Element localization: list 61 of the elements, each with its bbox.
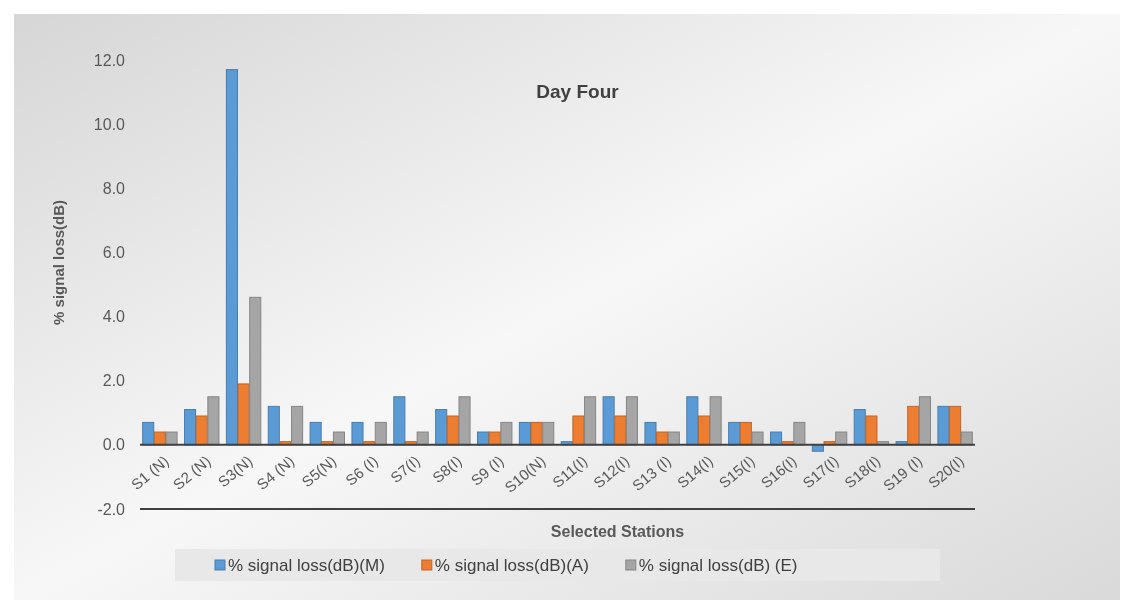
bar bbox=[309, 421, 322, 446]
bar bbox=[237, 383, 250, 446]
bar bbox=[291, 405, 304, 446]
bar bbox=[165, 431, 178, 446]
y-axis-title: % signal loss(dB) bbox=[50, 199, 67, 325]
bar bbox=[656, 431, 669, 446]
bar bbox=[416, 431, 429, 446]
bar bbox=[602, 396, 615, 446]
bar bbox=[458, 396, 471, 446]
bar bbox=[477, 431, 490, 446]
bar bbox=[667, 431, 680, 446]
y-tick-label: 10.0 bbox=[93, 115, 126, 133]
bar bbox=[686, 396, 699, 446]
bar bbox=[625, 396, 638, 446]
bar bbox=[374, 421, 387, 446]
bar bbox=[960, 431, 973, 446]
bar bbox=[184, 409, 197, 446]
y-tick-label: -2.0 bbox=[97, 500, 126, 518]
x-tick-label: S6 (I) bbox=[342, 452, 382, 489]
bar bbox=[332, 431, 345, 446]
bar bbox=[770, 431, 783, 446]
x-tick-label: S1 (N) bbox=[127, 452, 172, 494]
bar bbox=[584, 396, 597, 446]
bar bbox=[751, 431, 764, 446]
bar bbox=[351, 421, 364, 446]
y-tick-label: 4.0 bbox=[102, 308, 126, 326]
y-tick-label: 8.0 bbox=[102, 179, 126, 197]
bar bbox=[530, 421, 543, 446]
legend-label: % signal loss(dB)(A) bbox=[434, 556, 589, 575]
x-tick-label: S4 (N) bbox=[253, 452, 298, 494]
bar bbox=[709, 396, 722, 446]
bar bbox=[267, 405, 280, 446]
bar bbox=[207, 396, 220, 446]
bar bbox=[949, 405, 962, 446]
y-tick-label: 2.0 bbox=[102, 372, 126, 390]
legend-label: % signal loss(dB) (E) bbox=[638, 556, 798, 575]
x-tick-label: S2 (N) bbox=[169, 452, 214, 494]
legend-label: % signal loss(dB)(M) bbox=[228, 556, 385, 575]
bar bbox=[572, 415, 585, 446]
bar bbox=[835, 431, 848, 446]
bar bbox=[249, 296, 262, 446]
bar bbox=[644, 421, 657, 446]
bar bbox=[865, 415, 878, 446]
x-axis-title: Selected Stations bbox=[550, 523, 685, 540]
x-tick-label: S8(I) bbox=[428, 452, 465, 487]
bar bbox=[500, 421, 513, 446]
y-tick-label: 12.0 bbox=[93, 51, 126, 69]
y-tick-label: 6.0 bbox=[102, 244, 126, 262]
bar bbox=[542, 421, 555, 446]
y-tick-label: 0.0 bbox=[102, 436, 126, 454]
bar bbox=[393, 396, 406, 446]
bar bbox=[907, 405, 920, 446]
bar bbox=[142, 421, 155, 446]
bar bbox=[435, 409, 448, 446]
bar bbox=[793, 421, 806, 446]
bar bbox=[937, 405, 950, 446]
bar bbox=[728, 421, 741, 446]
text: Day Four bbox=[536, 81, 620, 102]
bar bbox=[225, 69, 238, 446]
bar bbox=[918, 396, 931, 446]
bar bbox=[614, 415, 627, 446]
